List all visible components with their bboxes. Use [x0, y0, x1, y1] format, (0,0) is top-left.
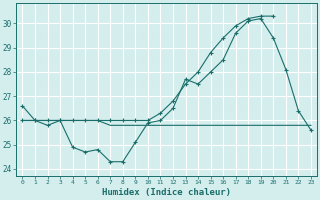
X-axis label: Humidex (Indice chaleur): Humidex (Indice chaleur) [102, 188, 231, 197]
